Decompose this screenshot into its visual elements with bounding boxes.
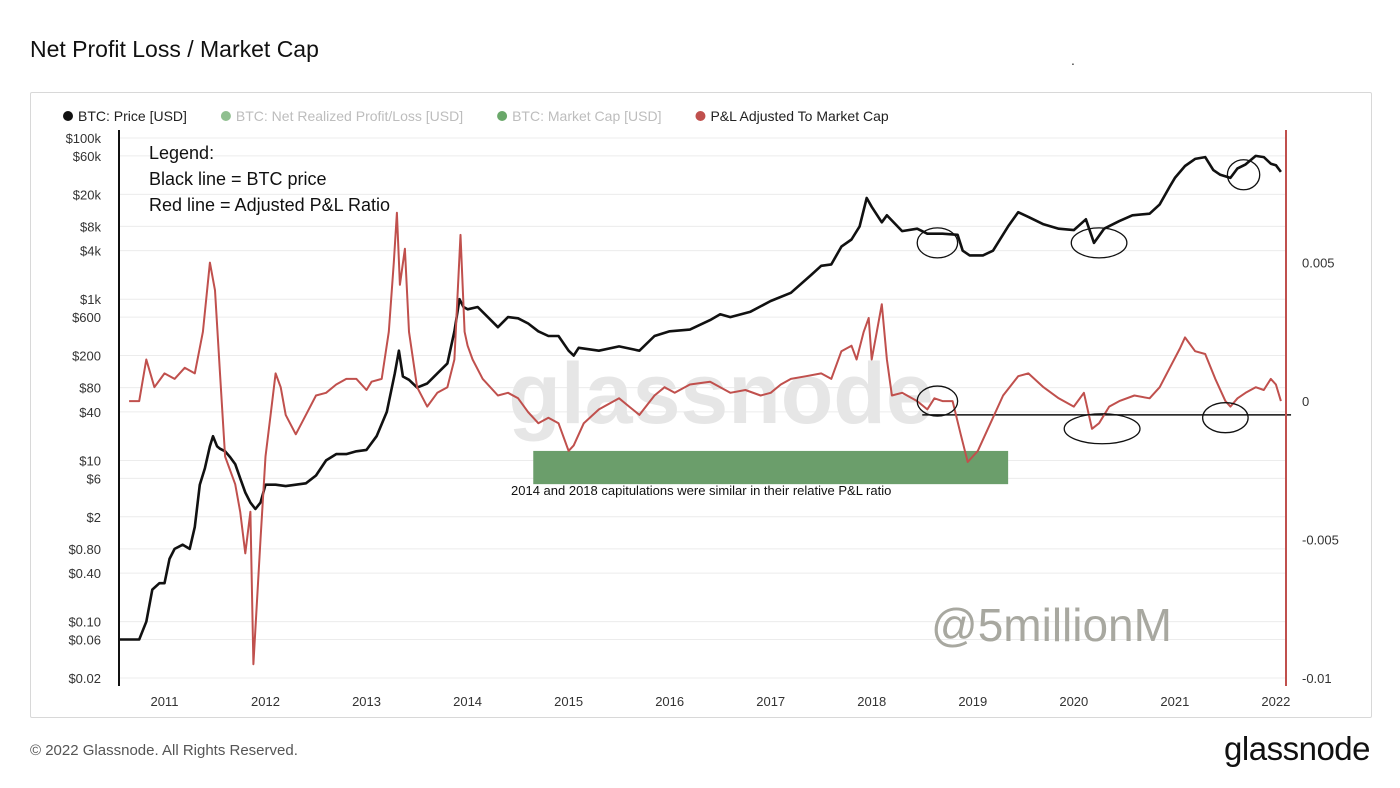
y-left-tick-label: $6 (87, 471, 101, 486)
annotation-legend-box: Legend: Black line = BTC price Red line … (149, 143, 390, 215)
y-left-tick-label: $100k (66, 131, 102, 146)
btc-price-line (119, 154, 1282, 641)
y-right-tick-label: 0 (1302, 394, 1309, 409)
annotation-circle (1226, 159, 1261, 191)
pl-ratio-line (129, 211, 1282, 666)
stray-mark: . (1071, 52, 1075, 68)
x-tick-label: 2021 (1160, 694, 1189, 709)
y-left-tick-label: $0.10 (68, 615, 101, 630)
x-tick-label: 2022 (1261, 694, 1290, 709)
legend-item-4[interactable]: P&L Adjusted To Market Cap (695, 108, 889, 124)
capitulation-highlight-box (533, 450, 1009, 485)
y-left-tick-label: $0.80 (68, 542, 101, 557)
series-layer (119, 154, 1282, 666)
legend-item-1[interactable]: BTC: Price [USD] (63, 108, 187, 124)
legend-swatch (695, 111, 706, 121)
x-tick-label: 2016 (655, 694, 684, 709)
legend-swatch (63, 111, 73, 121)
capitulation-note: 2014 and 2018 capitulations were similar… (511, 483, 891, 498)
y-left-tick-label: $8k (80, 219, 101, 234)
y-left-tick-label: $0.40 (68, 566, 101, 581)
y-right-tick-label: -0.005 (1302, 533, 1339, 548)
glassnode-watermark: glassnode (508, 346, 933, 442)
y-left-tick-label: $60k (73, 149, 102, 164)
circle-annotations (916, 159, 1261, 445)
y-left-tick-label: $20k (73, 187, 102, 202)
y-left-tick-label: $0.02 (68, 671, 101, 686)
footer-copyright: © 2022 Glassnode. All Rights Reserved. (30, 742, 298, 759)
glassnode-logo: glassnode (1224, 730, 1370, 767)
x-tick-label: 2013 (352, 694, 381, 709)
highlight-layer (533, 450, 1009, 485)
axis-layer: $100k $60k $20k $8k $4k $1k $600 $200 $80 $40 $10 $… (66, 130, 1339, 709)
y-right-tick-label: -0.01 (1302, 671, 1332, 686)
legend-box-line-1: Legend: (149, 143, 214, 163)
y-left-tick-label: $1k (80, 292, 101, 307)
x-tick-label: 2012 (251, 694, 280, 709)
annotation-circle (1070, 227, 1128, 259)
x-tick-label: 2015 (554, 694, 583, 709)
y-left-tick-label: $600 (72, 310, 101, 325)
legend-label: BTC: Price [USD] (78, 108, 187, 124)
x-tick-label: 2011 (150, 694, 178, 709)
x-tick-label: 2017 (756, 694, 785, 709)
page-title: Net Profit Loss / Market Cap (30, 36, 319, 62)
legend-item-3[interactable]: BTC: Market Cap [USD] (497, 108, 661, 124)
legend-box-line-2: Black line = BTC price (149, 169, 327, 189)
legend-box-line-3: Red line = Adjusted P&L Ratio (149, 195, 390, 215)
legend-swatch (220, 111, 231, 121)
y-left-tick-label: $4k (80, 244, 101, 259)
legend-row: BTC: Price [USD] BTC: Net Realized Profit… (63, 108, 889, 124)
y-left-tick-label: $2 (87, 510, 101, 525)
legend-label: BTC: Net Realized Profit/Loss [USD] (236, 108, 463, 124)
annotation-circle (916, 227, 959, 259)
chart-svg: BTC: Price [USD] BTC: Net Realized Profit… (63, 108, 1339, 709)
x-tick-label: 2018 (857, 694, 886, 709)
y-left-tick-label: $0.06 (68, 633, 101, 648)
legend-label: P&L Adjusted To Market Cap (710, 108, 888, 124)
annotation-circle (1201, 402, 1249, 434)
chart-panel: BTC: Price [USD] BTC: Net Realized Profit… (30, 92, 1372, 718)
legend-item-2[interactable]: BTC: Net Realized Profit/Loss [USD] (220, 108, 463, 124)
signature: @5millionM (931, 599, 1172, 651)
y-right-tick-label: 0.005 (1302, 256, 1335, 271)
y-left-tick-label: $200 (72, 349, 101, 364)
y-left-tick-label: $10 (79, 453, 101, 468)
x-tick-label: 2014 (453, 694, 482, 709)
legend-label: BTC: Market Cap [USD] (512, 108, 661, 124)
y-left-tick-label: $80 (79, 381, 101, 396)
y-left-tick-label: $40 (79, 405, 101, 420)
x-tick-label: 2019 (958, 694, 987, 709)
annotation-circle (1063, 413, 1141, 445)
annotation-circle (916, 385, 959, 417)
legend-swatch (497, 111, 508, 121)
x-tick-label: 2020 (1059, 694, 1088, 709)
